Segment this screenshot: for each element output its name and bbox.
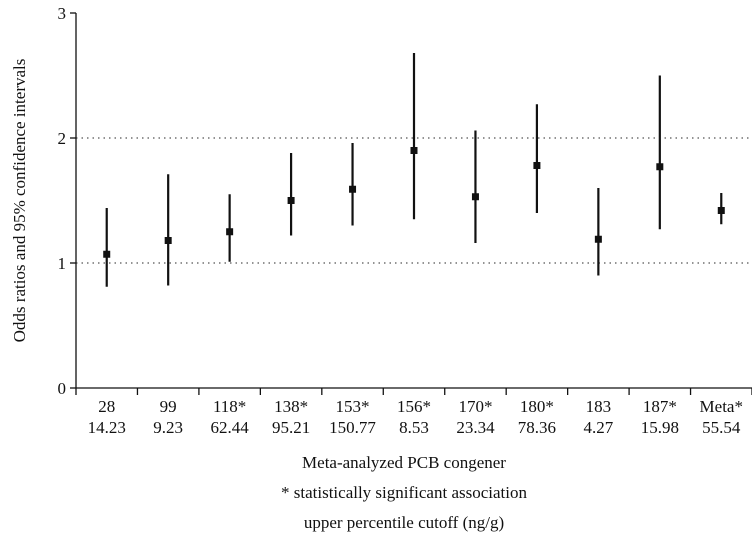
x-category-cutoff-label: 15.98 [641, 418, 679, 437]
x-category-label: 170* [458, 397, 492, 416]
x-category-cutoff-label: 8.53 [399, 418, 429, 437]
x-category-cutoff-label: 23.34 [456, 418, 495, 437]
x-category-label: 156* [397, 397, 431, 416]
odds-ratio-point [471, 193, 479, 201]
x-category-cutoff-label: 62.44 [211, 418, 250, 437]
y-axis-title: Odds ratios and 95% confidence intervals [10, 59, 29, 343]
x-category-label: 99 [160, 397, 177, 416]
odds-ratio-point [349, 185, 357, 193]
x-category-cutoff-label: 4.27 [583, 418, 613, 437]
odds-ratio-point [226, 228, 234, 236]
x-category-cutoff-label: 150.77 [329, 418, 376, 437]
odds-ratio-point [287, 197, 295, 204]
x-category-label: 183 [586, 397, 612, 416]
x-category-label: 138* [274, 397, 308, 416]
x-category-cutoff-label: 14.23 [88, 418, 126, 437]
odds-ratio-point [594, 235, 602, 243]
odds-ratio-point [410, 147, 418, 154]
odds-ratio-point [717, 207, 725, 214]
x-category-cutoff-label: 78.36 [518, 418, 556, 437]
odds-ratio-point [164, 237, 172, 244]
odds-ratio-point [103, 250, 111, 258]
x-category-label: 28 [98, 397, 115, 416]
x-category-label: 187* [643, 397, 677, 416]
x-category-cutoff-label: 95.21 [272, 418, 310, 437]
x-category-cutoff-label: 9.23 [153, 418, 183, 437]
x-category-cutoff-label: 55.54 [702, 418, 741, 437]
y-tick-label: 2 [58, 129, 67, 148]
x-category-label: 180* [520, 397, 554, 416]
x-category-label: 118* [213, 397, 246, 416]
x-axis-title-line-3: upper percentile cutoff (ng/g) [304, 513, 504, 532]
x-axis-title-line-1: Meta-analyzed PCB congener [302, 453, 506, 472]
odds-ratio-point [656, 163, 664, 171]
odds-ratio-point [533, 162, 541, 169]
x-category-label: 153* [336, 397, 370, 416]
x-axis-title-line-2: * statistically significant association [281, 483, 527, 502]
y-tick-label: 1 [58, 254, 67, 273]
x-category-label: Meta* [700, 397, 743, 416]
y-tick-label: 0 [58, 379, 67, 398]
y-tick-label: 3 [58, 4, 67, 23]
